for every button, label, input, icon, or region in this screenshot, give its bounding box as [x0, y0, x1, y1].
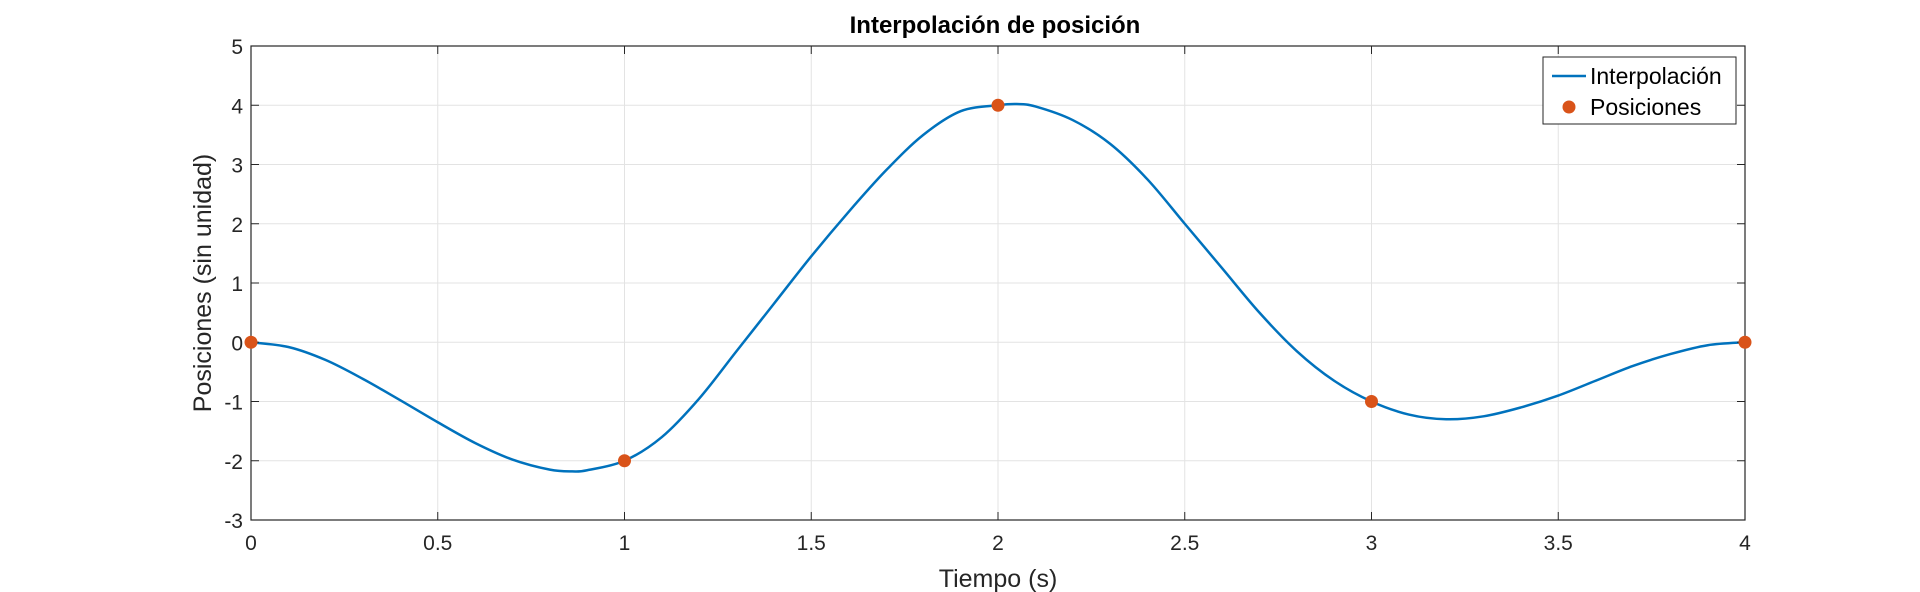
y-tick-label: -2 [224, 451, 243, 474]
legend: Interpolación Posiciones [1542, 56, 1737, 125]
x-tick-label: 2.5 [1170, 532, 1199, 555]
x-tick-label: 4 [1739, 532, 1751, 555]
legend-label-interpolacion: Interpolación [1590, 63, 1722, 89]
data-point-posicion [1365, 395, 1378, 408]
legend-label-posiciones: Posiciones [1590, 94, 1701, 120]
x-tick-label: 1 [619, 532, 631, 555]
y-tick-label: 1 [231, 273, 243, 296]
data-point-posicion [991, 98, 1005, 112]
marker-series-layer [244, 98, 1752, 468]
y-axis-label: Posiciones (sin unidad) [189, 154, 217, 412]
y-tick-label: 0 [231, 332, 243, 355]
y-tick-label: 2 [231, 214, 243, 237]
y-tick-label: -3 [224, 510, 243, 533]
x-tick-label: 2 [992, 532, 1004, 555]
y-tick-label: 4 [231, 95, 243, 118]
legend-box [1542, 56, 1737, 125]
x-tick-label: 3.5 [1544, 532, 1573, 555]
y-tick-label: -1 [224, 392, 243, 415]
legend-marker-swatch [1562, 100, 1576, 114]
x-tick-label: 0.5 [423, 532, 452, 555]
grid-lines [250, 45, 1746, 521]
data-point-posicion [1738, 335, 1752, 349]
x-tick-label: 1.5 [797, 532, 826, 555]
y-tick-label: 3 [231, 155, 243, 178]
x-tick-label: 3 [1366, 532, 1378, 555]
axis-ticks: 0 0.5 1 1.5 2 2.5 3 3.5 4 -3 -2 -1 0 1 2 3 4 5 [224, 36, 1751, 555]
data-point-posicion [618, 454, 631, 468]
data-point-posicion [244, 335, 258, 349]
x-axis-label: Tiempo (s) [939, 565, 1058, 592]
x-tick-label: 0 [245, 532, 257, 555]
y-tick-label: 5 [231, 36, 243, 59]
chart-title: Interpolación de posición [850, 12, 1141, 39]
